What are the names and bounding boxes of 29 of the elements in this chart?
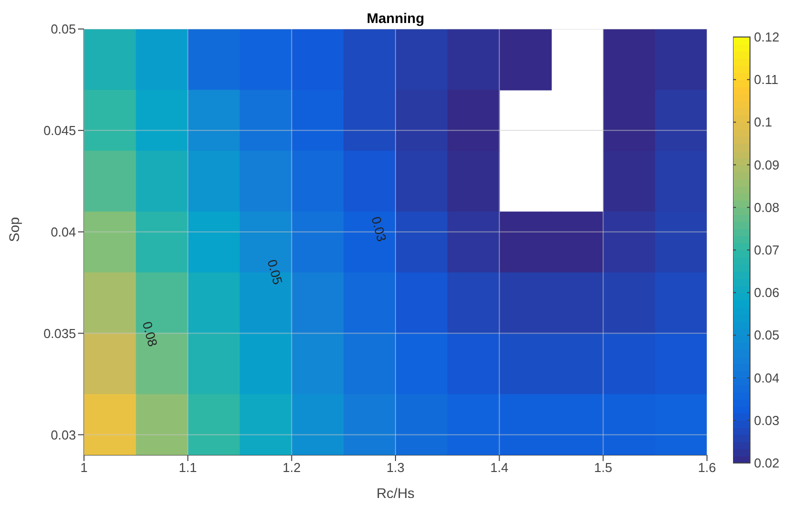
x-tick-label: 1.3: [386, 460, 405, 476]
color-bar-label: 0.03: [754, 412, 780, 428]
annotation: 0.03: [368, 214, 390, 244]
y-tick-label: 0.03: [50, 427, 76, 442]
x-tick-label: 1.2: [282, 460, 301, 476]
color-bar-label: 0.11: [754, 72, 778, 88]
annotation: 0.05: [264, 258, 286, 286]
x-tick-label: 1: [80, 460, 88, 476]
x-tick-label: 1.4: [490, 460, 508, 476]
color-bar-label: 0.09: [754, 157, 780, 172]
color-bar-label: 0.08: [754, 200, 780, 215]
color-bar-label: 0.02: [754, 456, 780, 470]
color-bar-label: 0.12: [754, 30, 780, 44]
x-tick-label: 1.6: [698, 460, 716, 476]
color-bar-label: 0.05: [754, 328, 780, 343]
color-bar-label: 0.04: [754, 370, 780, 386]
y-axis-title: Sop: [6, 216, 22, 242]
annotation: 0.08: [139, 320, 161, 348]
color-bar-label: 0.07: [754, 242, 780, 258]
chart-title: Manning: [366, 10, 426, 26]
x-axis-title: Rc/Hs: [376, 485, 415, 501]
y-tick-label: 0.05: [50, 22, 76, 37]
color-bar-label: 0.06: [754, 285, 780, 300]
y-tick-label: 0.04: [50, 224, 76, 240]
y-tick-label: 0.045: [43, 123, 76, 138]
color-bar-label: 0.1: [754, 114, 772, 130]
x-tick-label: 1.5: [594, 460, 612, 476]
x-tick-label: 1.1: [178, 460, 197, 476]
y-tick-label: 0.035: [43, 326, 76, 341]
